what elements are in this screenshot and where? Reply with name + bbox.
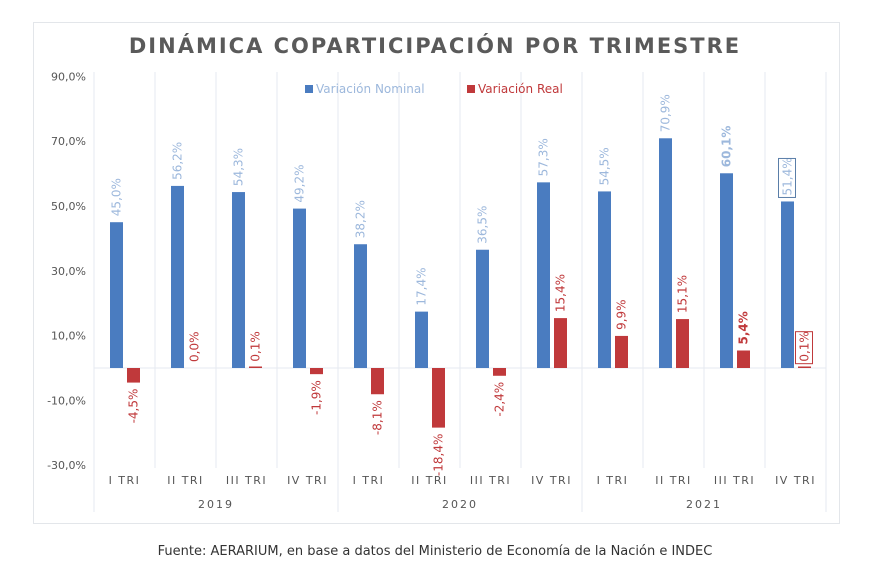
real-bar (371, 368, 384, 395)
legend-swatch (467, 85, 475, 93)
nominal-data-label: 70,9% (659, 94, 673, 132)
real-data-label: 0,1% (249, 331, 263, 362)
nominal-data-label: 54,5% (598, 147, 612, 185)
x-tick-label: IV TRI (531, 474, 572, 487)
x-tick-label: II TRI (167, 474, 204, 487)
x-tick-label: IV TRI (775, 474, 816, 487)
year-label: 2021 (686, 498, 722, 511)
nominal-data-label: 49,2% (293, 164, 307, 202)
chart-title: DINÁMICA COPARTICIPACIÓN POR TRIMESTRE (128, 34, 742, 58)
nominal-data-label: 36,5% (476, 206, 490, 244)
nominal-data-label: 45,0% (110, 178, 124, 216)
x-tick-label: I TRI (597, 474, 629, 487)
x-tick-label: IV TRI (287, 474, 328, 487)
real-data-label: -18,4% (432, 434, 446, 476)
legend-label: Variación Nominal (316, 82, 425, 96)
real-data-label: -4,5% (127, 389, 141, 424)
real-bar (493, 368, 506, 376)
y-tick-label: 90,0% (51, 70, 86, 83)
nominal-data-label: 38,2% (354, 200, 368, 238)
nominal-bar (720, 173, 733, 368)
x-tick-label: I TRI (353, 474, 385, 487)
real-data-label: 15,4% (554, 274, 568, 312)
real-bar (249, 366, 262, 368)
real-data-label: 0,0% (188, 332, 202, 363)
real-bar (798, 366, 811, 368)
nominal-data-label: 17,4% (415, 267, 429, 305)
nominal-bar (171, 185, 184, 368)
y-tick-label: 10,0% (51, 330, 86, 343)
nominal-bar (110, 222, 123, 368)
real-data-label: 9,9% (615, 299, 629, 330)
x-tick-label: III TRI (226, 474, 267, 487)
real-data-label: -8,1% (371, 400, 385, 435)
nominal-bar (598, 191, 611, 368)
real-bar (737, 350, 750, 368)
highlight-box (778, 157, 796, 198)
chart-card (33, 22, 840, 524)
x-tick-label: II TRI (655, 474, 692, 487)
real-data-label: -1,9% (310, 380, 324, 415)
nominal-data-label: 51,4% (781, 157, 795, 195)
real-bar (554, 318, 567, 368)
real-data-label: 15,1% (676, 275, 690, 313)
x-tick-label: I TRI (109, 474, 141, 487)
nominal-bar (781, 201, 794, 368)
y-tick-label: -30,0% (47, 459, 86, 472)
legend-label: Variación Real (478, 82, 563, 96)
nominal-bar (354, 244, 367, 368)
real-data-label: 0,1% (798, 331, 812, 362)
source-footer: Fuente: AERARIUM, en base a datos del Mi… (157, 544, 713, 559)
nominal-bar (537, 182, 550, 368)
real-data-label: 5,4% (737, 311, 751, 344)
nominal-data-label: 54,3% (232, 148, 246, 186)
real-bar (615, 335, 628, 368)
nominal-bar (415, 311, 428, 368)
nominal-data-label: 60,1% (720, 126, 734, 168)
legend-swatch (305, 85, 313, 93)
real-data-label: -2,4% (493, 382, 507, 417)
year-label: 2020 (442, 498, 478, 511)
highlight-box (795, 331, 813, 365)
y-tick-label: 30,0% (51, 265, 86, 278)
y-tick-label: 70,0% (51, 135, 86, 148)
x-tick-label: III TRI (714, 474, 755, 487)
nominal-bar (293, 208, 306, 368)
x-tick-label: III TRI (470, 474, 511, 487)
real-bar (310, 368, 323, 375)
real-bar (432, 368, 445, 428)
nominal-data-label: 57,3% (537, 138, 551, 176)
nominal-bar (659, 138, 672, 368)
x-tick-label: II TRI (411, 474, 448, 487)
real-bar (127, 368, 140, 383)
nominal-bar (476, 249, 489, 368)
y-tick-label: -10,0% (47, 394, 86, 407)
nominal-data-label: 56,2% (171, 142, 185, 180)
real-bar (676, 319, 689, 368)
y-tick-label: 50,0% (51, 200, 86, 213)
nominal-bar (232, 192, 245, 368)
year-label: 2019 (198, 498, 234, 511)
